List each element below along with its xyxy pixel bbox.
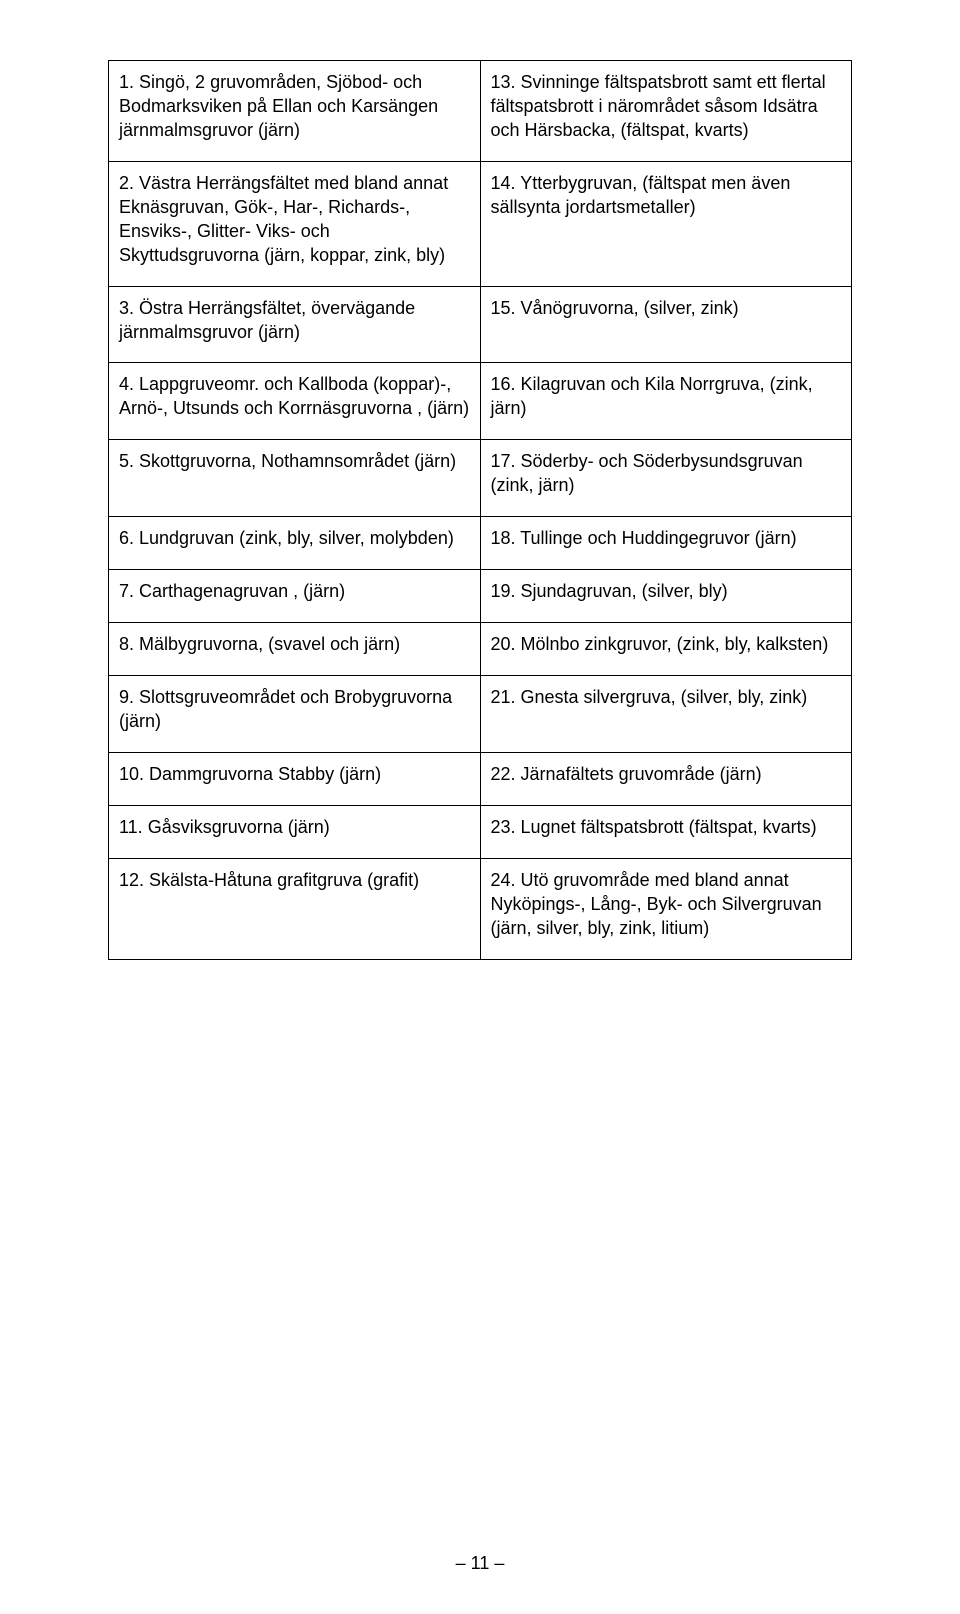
cell-right: 17. Söderby- och Söderbysundsgruvan (zin… <box>480 440 852 517</box>
cell-right: 22. Järnafältets gruvområde (järn) <box>480 752 852 805</box>
cell-left: 6. Lundgruvan (zink, bly, silver, molybd… <box>109 517 481 570</box>
table-body: 1. Singö, 2 gruvområden, Sjöbod- och Bod… <box>109 61 852 960</box>
cell-left: 4. Lappgruveomr. och Kallboda (koppar)-,… <box>109 363 481 440</box>
table-row: 2. Västra Herrängsfältet med bland annat… <box>109 161 852 286</box>
cell-right: 13. Svinninge fältspatsbrott samt ett fl… <box>480 61 852 162</box>
table-row: 6. Lundgruvan (zink, bly, silver, molybd… <box>109 517 852 570</box>
cell-left: 1. Singö, 2 gruvområden, Sjöbod- och Bod… <box>109 61 481 162</box>
cell-right: 20. Mölnbo zinkgruvor, (zink, bly, kalks… <box>480 623 852 676</box>
cell-right: 16. Kilagruvan och Kila Norrgruva, (zink… <box>480 363 852 440</box>
data-table: 1. Singö, 2 gruvområden, Sjöbod- och Bod… <box>108 60 852 960</box>
cell-left: 8. Mälbygruvorna, (svavel och järn) <box>109 623 481 676</box>
table-row: 3. Östra Herrängsfältet, övervägande jär… <box>109 286 852 363</box>
cell-right: 15. Vånögruvorna, (silver, zink) <box>480 286 852 363</box>
table-row: 7. Carthagenagruvan , (järn)19. Sjundagr… <box>109 570 852 623</box>
cell-right: 21. Gnesta silvergruva, (silver, bly, zi… <box>480 676 852 753</box>
cell-left: 7. Carthagenagruvan , (järn) <box>109 570 481 623</box>
table-row: 8. Mälbygruvorna, (svavel och järn)20. M… <box>109 623 852 676</box>
cell-right: 14. Ytterbygruvan, (fältspat men även sä… <box>480 161 852 286</box>
table-row: 12. Skälsta-Håtuna grafitgruva (grafit)2… <box>109 858 852 959</box>
cell-left: 12. Skälsta-Håtuna grafitgruva (grafit) <box>109 858 481 959</box>
table-row: 11. Gåsviksgruvorna (järn)23. Lugnet fäl… <box>109 805 852 858</box>
cell-left: 9. Slottsgruveområdet och Brobygruvorna … <box>109 676 481 753</box>
cell-right: 19. Sjundagruvan, (silver, bly) <box>480 570 852 623</box>
table-row: 10. Dammgruvorna Stabby (järn)22. Järnaf… <box>109 752 852 805</box>
cell-left: 5. Skottgruvorna, Nothamnsområdet (järn) <box>109 440 481 517</box>
cell-right: 23. Lugnet fältspatsbrott (fältspat, kva… <box>480 805 852 858</box>
cell-left: 10. Dammgruvorna Stabby (järn) <box>109 752 481 805</box>
cell-left: 3. Östra Herrängsfältet, övervägande jär… <box>109 286 481 363</box>
table-row: 9. Slottsgruveområdet och Brobygruvorna … <box>109 676 852 753</box>
page-number: – 11 – <box>0 1553 960 1574</box>
table-row: 5. Skottgruvorna, Nothamnsområdet (järn)… <box>109 440 852 517</box>
cell-right: 24. Utö gruvområde med bland annat Nyköp… <box>480 858 852 959</box>
cell-right: 18. Tullinge och Huddingegruvor (järn) <box>480 517 852 570</box>
cell-left: 11. Gåsviksgruvorna (järn) <box>109 805 481 858</box>
table-row: 4. Lappgruveomr. och Kallboda (koppar)-,… <box>109 363 852 440</box>
table-row: 1. Singö, 2 gruvområden, Sjöbod- och Bod… <box>109 61 852 162</box>
cell-left: 2. Västra Herrängsfältet med bland annat… <box>109 161 481 286</box>
